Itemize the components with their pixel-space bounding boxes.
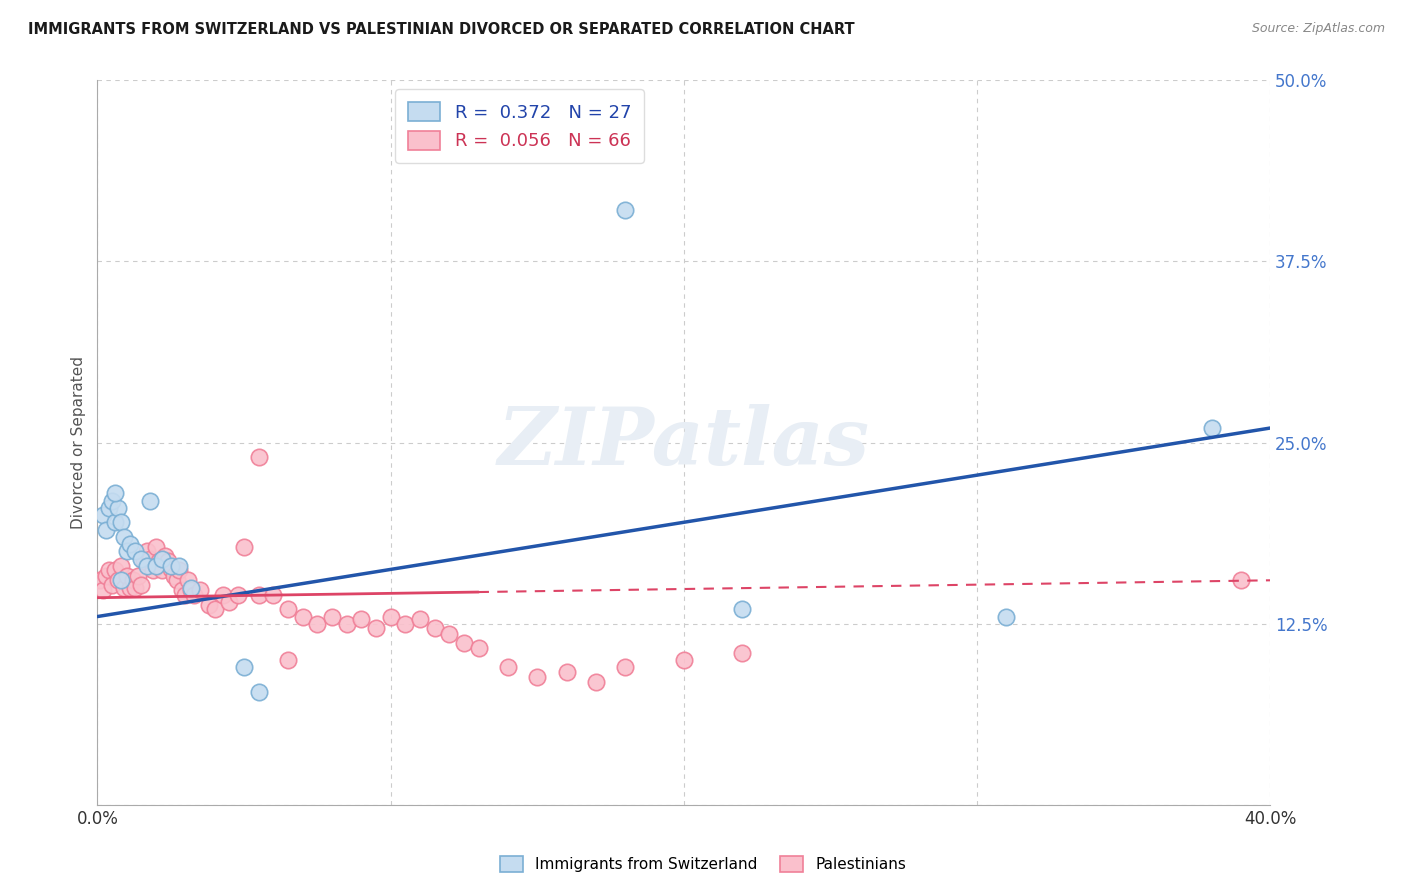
- Point: [614, 660, 637, 674]
- Point: [394, 616, 416, 631]
- Point: [150, 551, 173, 566]
- Point: [98, 563, 121, 577]
- Point: [226, 588, 249, 602]
- Point: [145, 540, 167, 554]
- Text: Source: ZipAtlas.com: Source: ZipAtlas.com: [1251, 22, 1385, 36]
- Point: [169, 558, 191, 573]
- Point: [131, 577, 153, 591]
- Y-axis label: Divorced or Separated: Divorced or Separated: [72, 356, 86, 529]
- Point: [307, 616, 329, 631]
- Point: [118, 537, 141, 551]
- Point: [148, 554, 170, 568]
- Point: [142, 563, 165, 577]
- Point: [277, 602, 299, 616]
- Point: [110, 558, 132, 573]
- Point: [172, 583, 194, 598]
- Point: [526, 670, 548, 684]
- Point: [995, 609, 1018, 624]
- Point: [247, 450, 270, 464]
- Point: [180, 583, 202, 598]
- Point: [409, 612, 432, 626]
- Point: [212, 588, 235, 602]
- Point: [262, 588, 284, 602]
- Point: [731, 602, 754, 616]
- Point: [115, 569, 138, 583]
- Point: [233, 540, 256, 554]
- Text: ZIPatlas: ZIPatlas: [498, 404, 870, 482]
- Point: [91, 583, 114, 598]
- Point: [336, 616, 359, 631]
- Point: [177, 574, 200, 588]
- Point: [98, 500, 121, 515]
- Point: [159, 562, 181, 576]
- Point: [453, 635, 475, 649]
- Point: [94, 569, 117, 583]
- Legend: Immigrants from Switzerland, Palestinians: Immigrants from Switzerland, Palestinian…: [492, 848, 914, 880]
- Point: [169, 563, 191, 577]
- Point: [89, 574, 111, 588]
- Point: [1201, 421, 1223, 435]
- Point: [127, 569, 149, 583]
- Point: [321, 609, 343, 624]
- Point: [439, 627, 461, 641]
- Point: [183, 588, 205, 602]
- Point: [350, 612, 373, 626]
- Point: [112, 581, 135, 595]
- Point: [124, 581, 146, 595]
- Point: [134, 554, 156, 568]
- Point: [150, 563, 173, 577]
- Point: [101, 577, 124, 591]
- Point: [136, 558, 159, 573]
- Point: [467, 641, 489, 656]
- Point: [277, 653, 299, 667]
- Point: [233, 660, 256, 674]
- Point: [204, 602, 226, 616]
- Point: [136, 544, 159, 558]
- Point: [131, 551, 153, 566]
- Point: [291, 609, 314, 624]
- Point: [197, 598, 219, 612]
- Point: [94, 523, 117, 537]
- Point: [112, 530, 135, 544]
- Text: IMMIGRANTS FROM SWITZERLAND VS PALESTINIAN DIVORCED OR SEPARATED CORRELATION CHA: IMMIGRANTS FROM SWITZERLAND VS PALESTINI…: [28, 22, 855, 37]
- Point: [174, 588, 197, 602]
- Point: [115, 544, 138, 558]
- Point: [107, 574, 129, 588]
- Point: [672, 653, 695, 667]
- Point: [180, 581, 202, 595]
- Point: [364, 621, 387, 635]
- Point: [139, 493, 162, 508]
- Point: [121, 574, 143, 588]
- Point: [1230, 574, 1253, 588]
- Point: [218, 595, 240, 609]
- Point: [110, 574, 132, 588]
- Point: [104, 563, 127, 577]
- Point: [423, 621, 446, 635]
- Point: [153, 549, 176, 563]
- Point: [118, 581, 141, 595]
- Legend: R =  0.372   N = 27, R =  0.056   N = 66: R = 0.372 N = 27, R = 0.056 N = 66: [395, 89, 644, 163]
- Point: [110, 516, 132, 530]
- Point: [247, 685, 270, 699]
- Point: [91, 508, 114, 522]
- Point: [104, 516, 127, 530]
- Point: [555, 665, 578, 679]
- Point: [188, 583, 211, 598]
- Point: [104, 486, 127, 500]
- Point: [139, 551, 162, 566]
- Point: [247, 588, 270, 602]
- Point: [614, 203, 637, 218]
- Point: [159, 558, 181, 573]
- Point: [101, 493, 124, 508]
- Point: [731, 646, 754, 660]
- Point: [496, 660, 519, 674]
- Point: [162, 569, 184, 583]
- Point: [124, 544, 146, 558]
- Point: [166, 574, 188, 588]
- Point: [585, 674, 607, 689]
- Point: [145, 558, 167, 573]
- Point: [380, 609, 402, 624]
- Point: [107, 500, 129, 515]
- Point: [156, 554, 179, 568]
